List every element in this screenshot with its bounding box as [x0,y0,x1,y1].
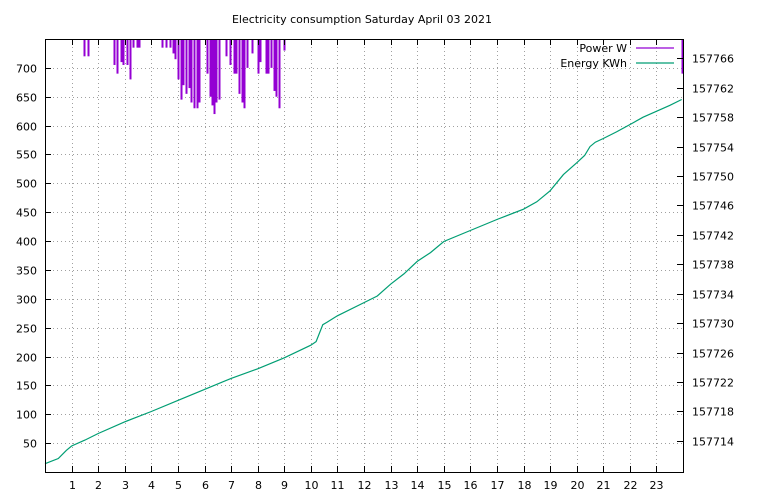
y-left-tick-label: 350 [16,265,37,278]
x-tick-label: 1 [69,479,76,492]
y-left-tick-label: 500 [16,178,37,191]
y-left-tick-label: 650 [16,92,37,105]
y-right-tick-label: 157734 [692,289,734,302]
x-tick-label: 2 [95,479,102,492]
y-right-tick-label: 157722 [692,377,734,390]
x-tick-label: 14 [411,479,425,492]
y-left-tick-label: 700 [16,63,37,76]
energy-series [44,98,682,465]
x-tick-label: 18 [518,479,532,492]
x-tick-label: 13 [385,479,399,492]
x-tick-label: 20 [571,479,585,492]
y-right-tick-label: 157754 [692,142,734,155]
x-tick-label: 21 [597,479,611,492]
x-tick-label: 9 [281,479,288,492]
y-right-tick-label: 157730 [692,318,734,331]
x-tick-label: 15 [438,479,452,492]
y-right-tick-label: 157718 [692,406,734,419]
x-tick-label: 12 [358,479,372,492]
x-tick-label: 4 [148,479,155,492]
x-tick-label: 19 [544,479,558,492]
x-tick-label: 10 [305,479,319,492]
y-right-tick-label: 157714 [692,436,734,449]
y-left-tick-label: 550 [16,149,37,162]
legend-label: Energy KWh [560,57,627,70]
x-tick-label: 22 [624,479,638,492]
x-tick-label: 8 [255,479,262,492]
y-left-tick-label: 400 [16,236,37,249]
y-left-tick-label: 450 [16,207,37,220]
y-right-tick-label: 157762 [692,83,734,96]
y-right-tick-label: 157738 [692,259,734,272]
x-tick-label: 6 [202,479,209,492]
y-left-tick-label: 250 [16,323,37,336]
x-tick-label: 11 [331,479,345,492]
energy-line [44,98,682,465]
x-tick-label: 17 [491,479,505,492]
x-tick-label: 3 [122,479,129,492]
y-right-tick-label: 157726 [692,348,734,361]
y-right-tick-label: 157742 [692,230,734,243]
x-tick-label: 16 [464,479,478,492]
y-left-tick-label: 200 [16,352,37,365]
y-right-tick-label: 157766 [692,53,734,66]
y-left-tick-label: 600 [16,121,37,134]
y-left-tick-label: 300 [16,294,37,307]
legend-label: Power W [579,42,627,55]
x-tick-label: 5 [175,479,182,492]
y-left-tick-label: 50 [23,438,37,451]
power-series [83,39,684,115]
x-tick-label: 23 [650,479,664,492]
y-right-tick-label: 157746 [692,200,734,213]
axis-ticks: 1 2 3 4 5 6 7 8 9 10 11 12 13 14 15 16 17 18 19 20 21 22 23501… [16,39,734,492]
legend: Power W Energy KWh [560,42,674,70]
grid [45,39,683,472]
y-left-tick-label: 150 [16,380,37,393]
y-left-tick-label: 100 [16,409,37,422]
x-tick-label: 7 [228,479,235,492]
chart-title: Electricity consumption Saturday April 0… [232,13,492,26]
y-right-tick-label: 157758 [692,112,734,125]
y-right-tick-label: 157750 [692,171,734,184]
